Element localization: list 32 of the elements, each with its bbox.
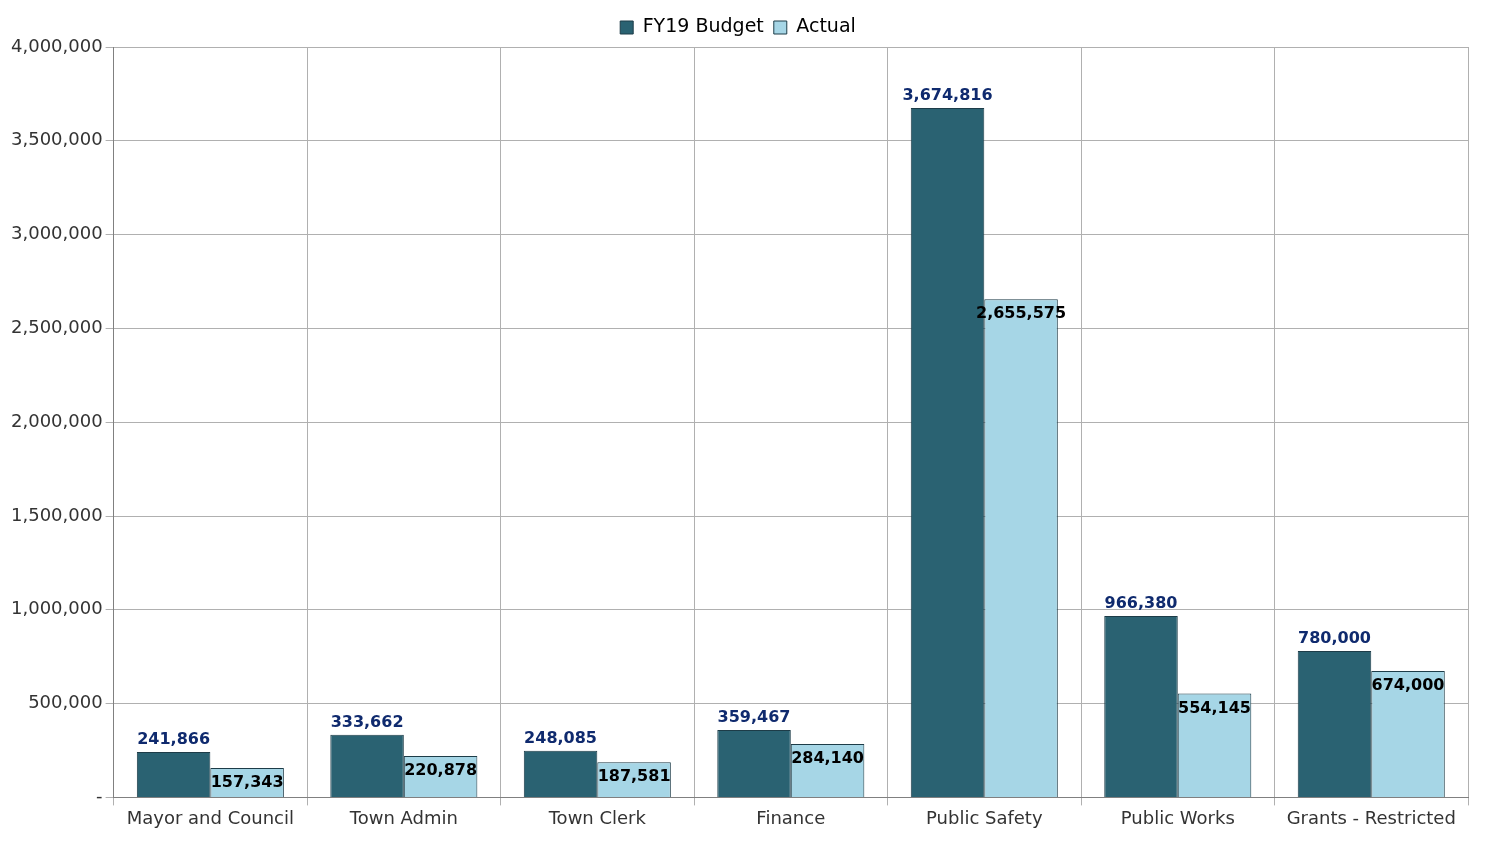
- y-tick-label: 2,500,000: [11, 316, 103, 338]
- data-label: 3,674,816: [902, 85, 993, 105]
- data-label: 966,380: [1104, 593, 1178, 613]
- data-label: 333,662: [330, 711, 404, 731]
- y-tick-label: 1,000,000: [11, 597, 103, 619]
- x-tick-label: Grants - Restricted: [1286, 806, 1456, 828]
- y-tick-label: 3,000,000: [11, 222, 103, 244]
- y-tick-label: 1,500,000: [11, 503, 103, 525]
- data-label: 284,140: [791, 748, 864, 768]
- y-tick-label: 500,000: [28, 691, 103, 713]
- y-tick-label: 2,000,000: [11, 409, 103, 431]
- x-tick-label: Town Admin: [348, 806, 458, 828]
- legend-label: FY19 Budget: [642, 14, 764, 37]
- data-label: 187,581: [597, 766, 671, 786]
- data-label: 220,878: [404, 760, 478, 780]
- data-label: 2,655,575: [976, 303, 1067, 323]
- y-tick-label: 3,500,000: [11, 128, 103, 150]
- x-tick-label: Finance: [756, 806, 826, 828]
- data-label: 674,000: [1371, 675, 1445, 695]
- data-label: 359,467: [717, 707, 791, 727]
- x-tick-label: Public Safety: [926, 806, 1043, 828]
- x-tick-label: Town Clerk: [547, 806, 647, 828]
- data-label: 157,343: [210, 772, 284, 792]
- data-label: 554,145: [1178, 697, 1251, 717]
- data-label: 248,085: [524, 728, 597, 748]
- data-label: 780,000: [1298, 628, 1371, 648]
- legend-label: Actual: [796, 14, 856, 37]
- x-tick-label: Mayor and Council: [126, 806, 294, 828]
- y-tick-label: 4,000,000: [11, 34, 103, 56]
- x-tick-label: Public Works: [1120, 806, 1235, 828]
- y-tick-label: -: [96, 785, 103, 807]
- data-label: 241,866: [137, 729, 211, 749]
